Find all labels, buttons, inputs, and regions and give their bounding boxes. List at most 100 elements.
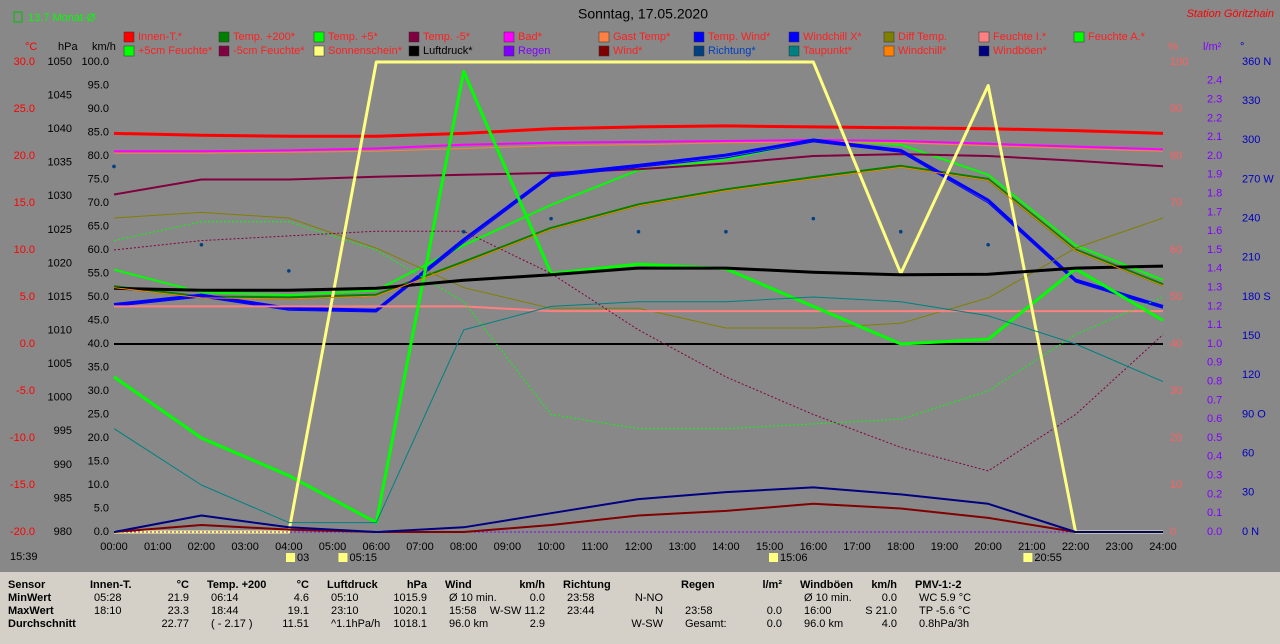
row-label: MaxWert	[8, 605, 54, 617]
x-tick-label: 00:00	[100, 541, 128, 553]
legend-swatch	[978, 31, 990, 43]
x-tick-label: 20:00	[974, 541, 1002, 553]
y-tick-label: 1010	[48, 324, 72, 336]
cell: 4.6	[293, 592, 309, 604]
y-tick-label: 70	[1170, 197, 1182, 209]
y-tick-label: 15.0	[88, 455, 109, 467]
legend-label: Feuchte I.*	[993, 31, 1047, 43]
legend-swatch	[693, 45, 705, 57]
y-tick-label: 45.0	[88, 314, 109, 326]
legend-swatch	[408, 45, 420, 57]
y-tick-label: 0.3	[1207, 470, 1222, 482]
y-tick-label: 1.4	[1207, 263, 1222, 275]
x-tick-label: 14:00	[712, 541, 740, 553]
y-tick-label: 90.0	[88, 103, 109, 115]
cell: 18:10	[94, 605, 122, 617]
y-tick-label: 0.9	[1207, 357, 1222, 369]
series-line	[113, 124, 1164, 138]
column-unit: l/m²	[762, 579, 782, 591]
y-tick-label: 0.8	[1207, 376, 1222, 388]
cell: 96.0 km	[449, 618, 489, 630]
series-line	[113, 153, 1164, 196]
y-tick-label: 30	[1242, 487, 1254, 499]
x-tick-label: 01:00	[144, 541, 172, 553]
cell: ( - 2.17 )	[211, 618, 253, 630]
direction-dot	[461, 229, 466, 234]
y-tick-label: 55.0	[88, 267, 109, 279]
y-tick-label: 20	[1170, 432, 1182, 444]
cell: 0.0	[529, 592, 545, 604]
y-tick-label: 50.0	[88, 291, 109, 303]
series-line	[113, 264, 1164, 292]
legend-swatch	[218, 31, 230, 43]
row-label: Durchschnitt	[8, 618, 76, 630]
direction-dot	[986, 242, 990, 247]
series-line	[113, 141, 1164, 313]
y-tick-label: 1035	[48, 157, 72, 169]
series-line	[114, 141, 1164, 154]
y-tick-label: 35.0	[88, 361, 109, 373]
stats-table: Sensor MinWert MaxWert Durchschnitt Innen-T.…	[0, 572, 1280, 644]
legend-label: Diff Temp.	[898, 31, 947, 43]
axis-unit: hPa	[58, 41, 78, 53]
background	[0, 0, 1280, 572]
x-tick-label: 23:00	[1106, 541, 1134, 553]
legend-swatch	[408, 31, 420, 43]
legend-label: Temp. -5*	[423, 31, 471, 43]
x-tick-label: 11:00	[581, 541, 608, 553]
x-tick-label: 02:00	[188, 541, 216, 553]
legend-label: Windböen*	[993, 45, 1048, 57]
cell: 21.9	[167, 592, 189, 604]
legend-swatch	[313, 45, 325, 57]
legend-swatch	[1073, 31, 1085, 43]
series-line	[114, 60, 1163, 534]
y-tick-label: 40.0	[88, 338, 109, 350]
cell: 1020.1	[393, 605, 427, 617]
x-tick-label: 06:00	[362, 541, 390, 553]
axis-unit: l/m²	[1203, 41, 1222, 53]
y-tick-label: 0 N	[1242, 526, 1259, 538]
cell: Ø 10 min.	[449, 592, 497, 604]
y-tick-label: 20.0	[14, 150, 35, 162]
y-tick-label: 0.1	[1207, 507, 1222, 519]
y-tick-label: 2.4	[1207, 75, 1222, 87]
legend-swatch	[598, 31, 610, 43]
legend-label: Temp. Wind*	[708, 31, 771, 43]
y-tick-label: 85.0	[88, 126, 109, 138]
y-tick-label: 270 W	[1242, 173, 1274, 185]
y-tick-label: 330	[1242, 95, 1260, 107]
x-tick-label: 10:00	[537, 541, 565, 553]
column-head: Wind	[445, 579, 472, 591]
y-tick-label: 1000	[48, 392, 72, 404]
legend-label: Bad*	[518, 31, 543, 43]
legend-swatch	[503, 45, 515, 57]
y-tick-label: 5.0	[20, 291, 35, 303]
x-tick-label: 09:00	[494, 541, 522, 553]
series-line	[113, 502, 1163, 533]
cell: 23:10	[331, 605, 359, 617]
cell: 11.51	[282, 618, 309, 630]
y-tick-label: 180 S	[1242, 291, 1271, 303]
x-tick-label: 08:00	[450, 541, 478, 553]
legend-label: Windchill*	[898, 45, 947, 57]
cell: 23:58	[567, 592, 595, 604]
legend-swatch	[788, 45, 800, 57]
cell: 23:44	[567, 605, 595, 617]
direction-dot	[724, 229, 728, 234]
legend-swatch	[123, 31, 135, 43]
series-line	[114, 305, 1163, 313]
legend-label: Regen	[518, 45, 550, 57]
y-tick-label: 1.6	[1207, 225, 1222, 237]
x-tick-label: 12:00	[625, 541, 653, 553]
series-line	[113, 296, 1164, 524]
y-tick-label: 1015	[48, 291, 72, 303]
y-tick-label: 100.0	[81, 56, 109, 68]
x-tick-label: 19:00	[931, 541, 959, 553]
cell: 23.3	[167, 605, 189, 617]
clock: 15:39	[10, 551, 38, 563]
legend-swatch	[218, 45, 230, 57]
y-tick-label: 1040	[48, 123, 72, 135]
legend-swatch	[883, 45, 895, 57]
y-tick-label: 1030	[48, 190, 72, 202]
axis-unit: km/h	[92, 41, 116, 53]
